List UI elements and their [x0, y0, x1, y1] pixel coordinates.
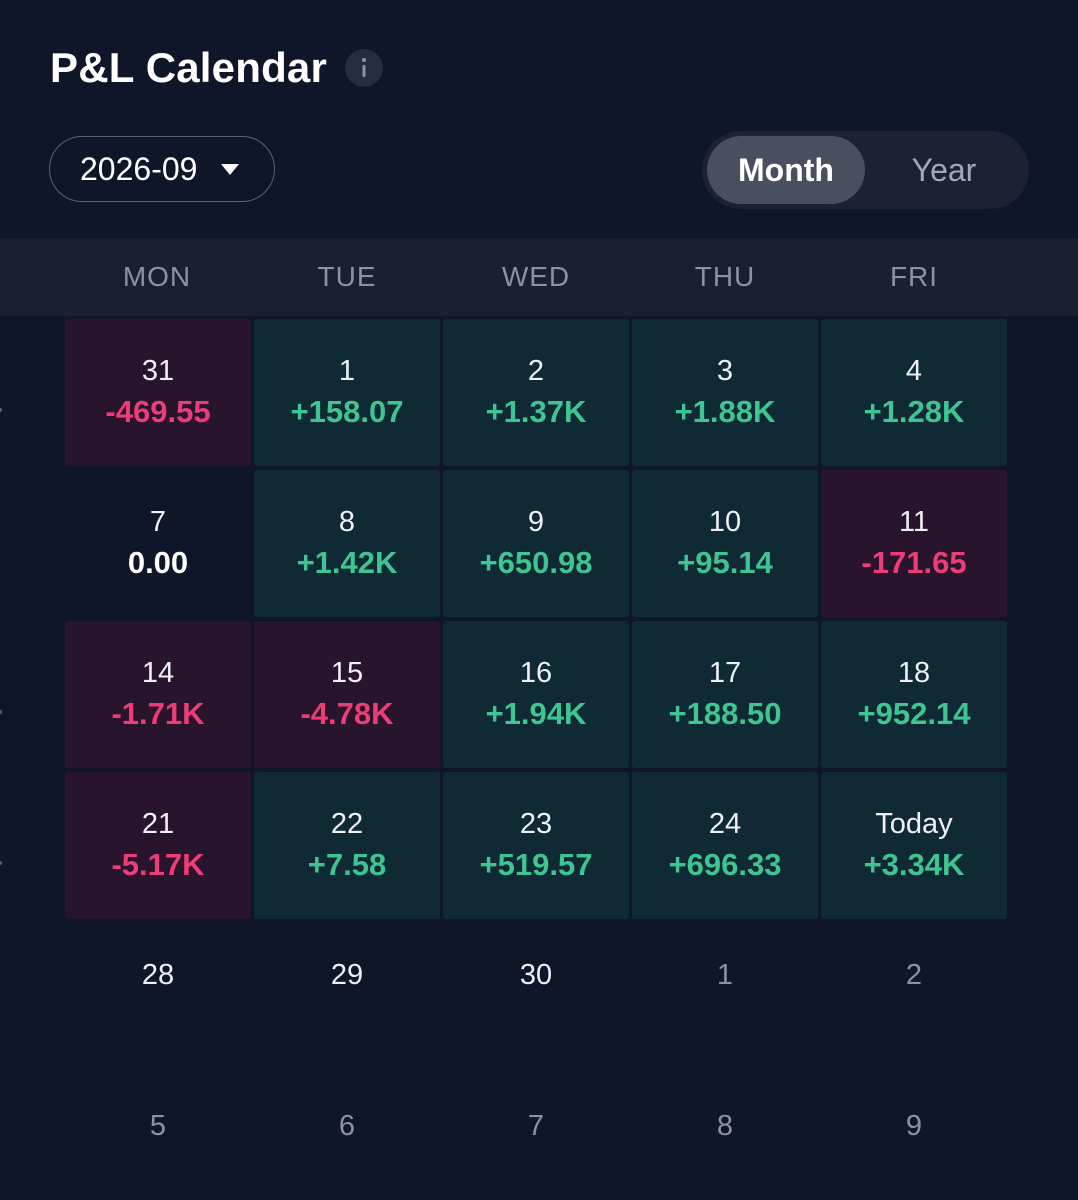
day-pnl-value: -5.17K: [111, 847, 205, 882]
day-pnl-value: +650.98: [479, 545, 593, 580]
calendar-day-cell[interactable]: 15 -4.78K: [254, 621, 440, 768]
weekday-header: MON TUE WED THU FRI: [0, 238, 1078, 316]
day-pnl-value: +1.28K: [863, 394, 965, 429]
calendar-day-cell[interactable]: 16 +1.94K: [443, 621, 629, 768]
toggle-year[interactable]: Year: [911, 151, 977, 188]
calendar-day-cell[interactable]: 5: [65, 1074, 251, 1200]
day-number: 1: [716, 959, 734, 991]
calendar-day-cell[interactable]: 9 +650.98: [443, 470, 629, 617]
scroll-edge-marker: [0, 408, 2, 412]
calendar-day-cell[interactable]: 6: [254, 1074, 440, 1200]
day-number: 7: [149, 506, 167, 538]
day-number: 3: [716, 355, 734, 387]
weekday-fri: FRI: [889, 261, 939, 292]
day-pnl-value: +1.94K: [485, 696, 587, 731]
weekday-thu: THU: [694, 261, 756, 292]
calendar-day-cell[interactable]: 7: [443, 1074, 629, 1200]
day-pnl-value: +1.42K: [296, 545, 398, 580]
calendar-day-cell[interactable]: 1: [632, 923, 818, 1070]
day-number: 6: [338, 1110, 356, 1142]
day-pnl-value: +7.58: [307, 847, 387, 882]
day-number: 10: [708, 506, 742, 538]
day-pnl-value: +95.14: [677, 545, 773, 580]
calendar-day-cell[interactable]: 4 +1.28K: [821, 319, 1007, 466]
calendar-day-cell[interactable]: 31 -469.55: [65, 319, 251, 466]
caret-down-icon: [221, 163, 240, 175]
calendar-day-cell[interactable]: 18 +952.14: [821, 621, 1007, 768]
day-pnl-value: -171.65: [861, 545, 967, 580]
calendar-day-cell[interactable]: 14 -1.71K: [65, 621, 251, 768]
calendar-day-cell[interactable]: 2 +1.37K: [443, 319, 629, 466]
day-number: 23: [519, 808, 553, 840]
day-number: 22: [330, 808, 364, 840]
calendar-day-cell[interactable]: 23 +519.57: [443, 772, 629, 919]
day-number: 16: [519, 657, 553, 689]
day-number: 5: [149, 1110, 167, 1142]
day-number: Today: [875, 808, 953, 840]
calendar-day-cell[interactable]: 30: [443, 923, 629, 1070]
calendar-day-cell[interactable]: 9: [821, 1074, 1007, 1200]
day-number: 4: [905, 355, 923, 387]
day-number: 8: [338, 506, 356, 538]
day-pnl-value: -4.78K: [300, 696, 394, 731]
month-selector[interactable]: 2026-09: [49, 136, 275, 202]
day-number: 9: [905, 1110, 923, 1142]
calendar-day-cell[interactable]: 24 +696.33: [632, 772, 818, 919]
scroll-edge-marker: [0, 861, 2, 865]
header: P&L Calendar: [50, 44, 384, 92]
day-number: 29: [330, 959, 364, 991]
day-pnl-value: 0.00: [127, 545, 189, 580]
info-icon[interactable]: [345, 49, 384, 87]
day-pnl-value: +3.34K: [863, 847, 965, 882]
day-pnl-value: +1.37K: [485, 394, 587, 429]
day-pnl-value: +696.33: [668, 847, 782, 882]
calendar-day-cell[interactable]: 2: [821, 923, 1007, 1070]
day-number: 30: [519, 959, 553, 991]
calendar-day-cell[interactable]: 28: [65, 923, 251, 1070]
day-pnl-value: +519.57: [479, 847, 593, 882]
day-number: 2: [527, 355, 545, 387]
day-number: 8: [716, 1110, 734, 1142]
calendar-day-cell[interactable]: 10 +95.14: [632, 470, 818, 617]
day-number: 2: [905, 959, 923, 991]
day-number: 21: [141, 808, 175, 840]
calendar-day-cell[interactable]: 1 +158.07: [254, 319, 440, 466]
month-selector-value: 2026-09: [80, 150, 198, 187]
calendar-day-cell[interactable]: 7 0.00: [65, 470, 251, 617]
view-toggle: Month Year: [702, 131, 1029, 209]
day-number: 31: [141, 355, 175, 387]
calendar-day-cell[interactable]: 11 -171.65: [821, 470, 1007, 617]
day-number: 18: [897, 657, 931, 689]
calendar-day-cell[interactable]: 8 +1.42K: [254, 470, 440, 617]
calendar-day-cell[interactable]: 22 +7.58: [254, 772, 440, 919]
weekday-tue: TUE: [317, 261, 377, 292]
calendar-day-cell[interactable]: Today +3.34K: [821, 772, 1007, 919]
weekday-mon: MON: [122, 261, 192, 292]
day-pnl-value: +188.50: [668, 696, 782, 731]
toggle-month[interactable]: Month: [707, 136, 865, 204]
day-number: 1: [338, 355, 356, 387]
day-number: 15: [330, 657, 364, 689]
calendar-day-cell[interactable]: 8: [632, 1074, 818, 1200]
calendar-day-cell[interactable]: 29: [254, 923, 440, 1070]
calendar-day-cell[interactable]: 17 +188.50: [632, 621, 818, 768]
calendar-day-cell[interactable]: 3 +1.88K: [632, 319, 818, 466]
day-number: 28: [141, 959, 175, 991]
day-number: 17: [708, 657, 742, 689]
calendar-day-cell[interactable]: 21 -5.17K: [65, 772, 251, 919]
day-number: 14: [141, 657, 175, 689]
day-number: 9: [527, 506, 545, 538]
day-pnl-value: +158.07: [290, 394, 404, 429]
day-pnl-value: +1.88K: [674, 394, 776, 429]
day-number: 7: [527, 1110, 545, 1142]
day-number: 11: [898, 506, 930, 538]
scroll-edge-marker: [0, 710, 2, 714]
day-pnl-value: +952.14: [857, 696, 971, 731]
weekday-wed: WED: [501, 261, 571, 292]
page-title: P&L Calendar: [50, 44, 328, 91]
day-number: 24: [708, 808, 742, 840]
day-pnl-value: -469.55: [105, 394, 211, 429]
day-pnl-value: -1.71K: [111, 696, 205, 731]
